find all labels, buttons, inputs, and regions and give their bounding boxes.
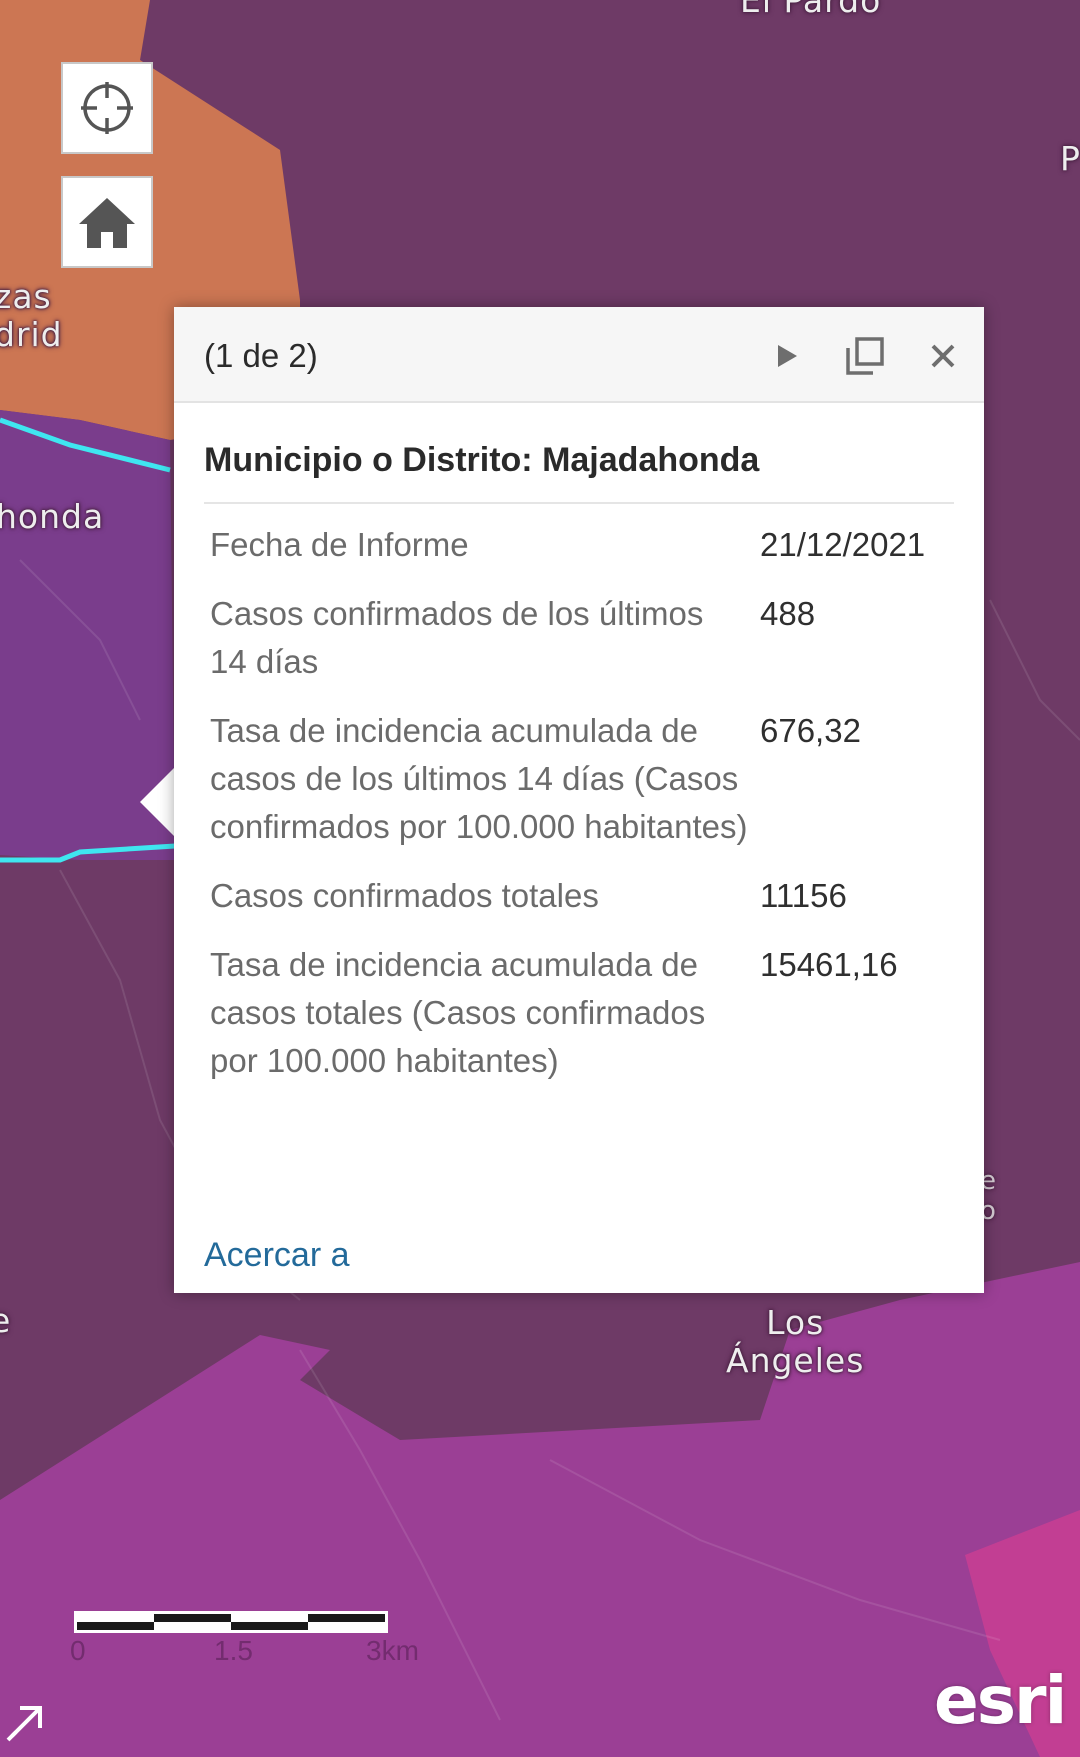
dock-icon <box>846 337 884 375</box>
scale-bar <box>74 1611 388 1633</box>
map-label-top: El Pardo <box>740 0 882 20</box>
map-label-majadahonda: honda <box>0 497 105 536</box>
close-icon <box>931 344 955 368</box>
map-label-right-eo: e o <box>980 1166 997 1226</box>
table-row: Tasa de incidencia acumulada de casos to… <box>204 941 964 1106</box>
map-label-los-angeles: Los Ángeles <box>726 1303 865 1380</box>
attr-label: Casos confirmados totales <box>210 877 599 914</box>
popup-header: (1 de 2) <box>174 307 984 403</box>
feature-popup: (1 de 2) Municipio o Distrito: Majadahon… <box>174 307 984 1293</box>
table-row: Fecha de Informe 21/12/2021 <box>204 521 964 590</box>
scale-tick-label: 0 <box>70 1635 86 1666</box>
attr-value: 11156 <box>760 877 847 914</box>
table-row: Casos confirmados de los últimos 14 días… <box>204 590 964 707</box>
map-region-pink[interactable] <box>965 1510 1080 1757</box>
table-row: Tasa de incidencia acumulada de casos de… <box>204 707 964 872</box>
home-button[interactable] <box>61 176 153 268</box>
next-feature-button[interactable] <box>764 333 810 379</box>
attribute-table: Fecha de Informe 21/12/2021 Casos confir… <box>204 521 964 1106</box>
attr-value: 21/12/2021 <box>760 526 926 563</box>
popup-pager: (1 de 2) <box>204 337 318 374</box>
map-highlight-outline-top <box>0 417 171 473</box>
attr-label: Tasa de incidencia acumulada de casos to… <box>210 946 706 1079</box>
map-region-majadahonda[interactable] <box>0 410 175 860</box>
map-highlight-outline-bottom <box>0 843 176 863</box>
attr-value: 15461,16 <box>760 946 898 983</box>
popup-title: Municipio o Distrito: Majadahonda <box>204 441 760 479</box>
attr-value: 488 <box>760 595 816 632</box>
popup-title-divider <box>204 502 954 504</box>
table-row: Casos confirmados totales 11156 <box>204 872 964 941</box>
map-label-left-e: e <box>0 1301 12 1340</box>
crosshair-icon <box>81 82 133 134</box>
attr-value: 676,32 <box>760 712 861 749</box>
dock-popup-button[interactable] <box>842 333 888 379</box>
attr-label: Fecha de Informe <box>210 526 469 563</box>
zoom-to-link[interactable]: Acercar a <box>204 1236 350 1274</box>
scale-tick-label: 3km <box>366 1635 419 1666</box>
close-popup-button[interactable] <box>920 333 966 379</box>
attr-label: Casos confirmados de los últimos 14 días <box>210 595 704 680</box>
map-label-zas-madrid: zas drid <box>0 277 63 354</box>
play-next-icon <box>778 345 797 367</box>
map-region-magenta[interactable] <box>0 1262 1080 1757</box>
locate-button[interactable] <box>61 62 153 154</box>
popup-pointer <box>140 768 174 836</box>
map-label-right: P <box>1060 139 1080 178</box>
expand-arrow-icon[interactable] <box>4 1700 48 1744</box>
home-icon <box>79 198 135 248</box>
esri-logo[interactable]: esri <box>934 1662 1067 1739</box>
attr-label: Tasa de incidencia acumulada de casos de… <box>210 712 748 845</box>
scale-tick-label: 1.5 <box>214 1635 253 1666</box>
